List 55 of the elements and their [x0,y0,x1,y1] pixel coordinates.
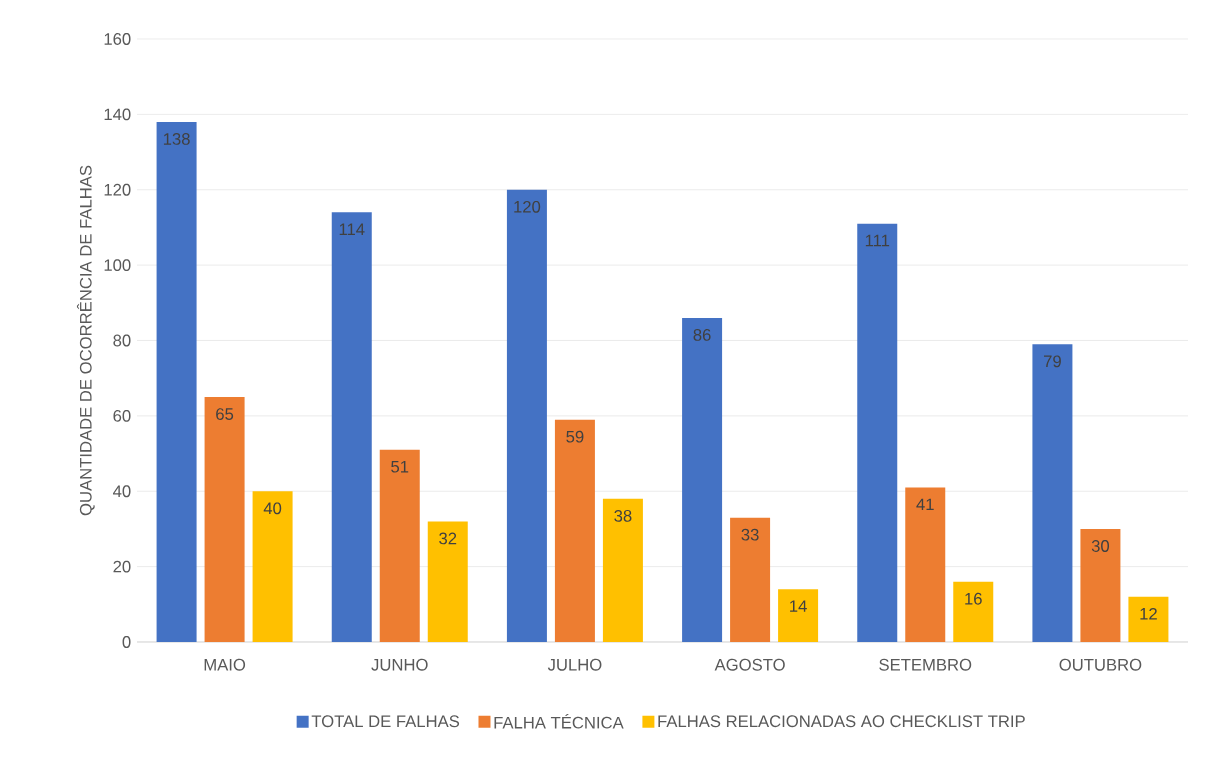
bar [730,517,771,642]
legend-label: FALHA TÉCNICA [494,713,624,729]
bar [1080,528,1121,642]
data-label: 40 [263,502,282,515]
y-tick-label: 40 [113,485,131,498]
data-label: 14 [790,600,807,612]
bar [1128,596,1169,642]
y-tick-label: 140 [104,108,131,121]
x-tick-label: OUTUBRO [1059,658,1142,671]
bar [427,521,468,642]
data-label: 16 [965,592,982,605]
bar [1032,344,1073,642]
data-label: 111 [865,234,890,247]
bar [778,589,819,642]
data-label: 138 [163,133,190,145]
bar [953,581,994,642]
bar [331,212,372,642]
data-label: 65 [216,408,234,420]
y-tick-label: 60 [113,409,131,422]
bar [204,397,245,642]
bar [506,189,547,642]
y-tick-label: 100 [104,259,131,272]
x-tick-label: JUNHO [371,658,428,671]
data-label: 79 [1044,355,1061,368]
x-tick-label: AGOSTO [714,658,785,671]
y-tick-label: 80 [113,334,131,347]
data-label: 41 [916,498,934,511]
bar [379,449,420,642]
y-axis-title: QUANTIDADE DE OCORRÊNCIA DE FALHAS [76,165,95,516]
x-tick-label: MAIO [204,658,246,671]
x-tick-label: SETEMBRO [879,658,972,671]
data-label: 38 [614,509,632,522]
data-label: 32 [439,532,457,545]
bar [156,121,197,642]
data-label: 59 [566,430,584,443]
bar [554,419,595,642]
data-label: 51 [391,460,409,473]
x-tick-label: JULHO [547,658,602,671]
data-label: 12 [1140,607,1157,620]
data-label: 86 [693,329,711,341]
legend-label: TOTAL DE FALHAS [311,715,460,728]
y-tick-label: 0 [122,636,131,648]
data-label: 30 [1091,540,1110,552]
bar [682,317,723,642]
legend-label: FALHAS RELACIONADAS AO CHECKLIST TRIP [658,715,1025,728]
data-label: 120 [514,200,541,213]
data-label: 33 [741,528,759,541]
bar [252,491,293,642]
bar [857,223,898,642]
y-tick-label: 120 [104,183,131,196]
bar [905,487,946,642]
y-tick-label: 160 [104,33,131,45]
data-label: 114 [339,223,365,235]
bar [602,498,643,642]
y-tick-label: 20 [113,560,131,573]
